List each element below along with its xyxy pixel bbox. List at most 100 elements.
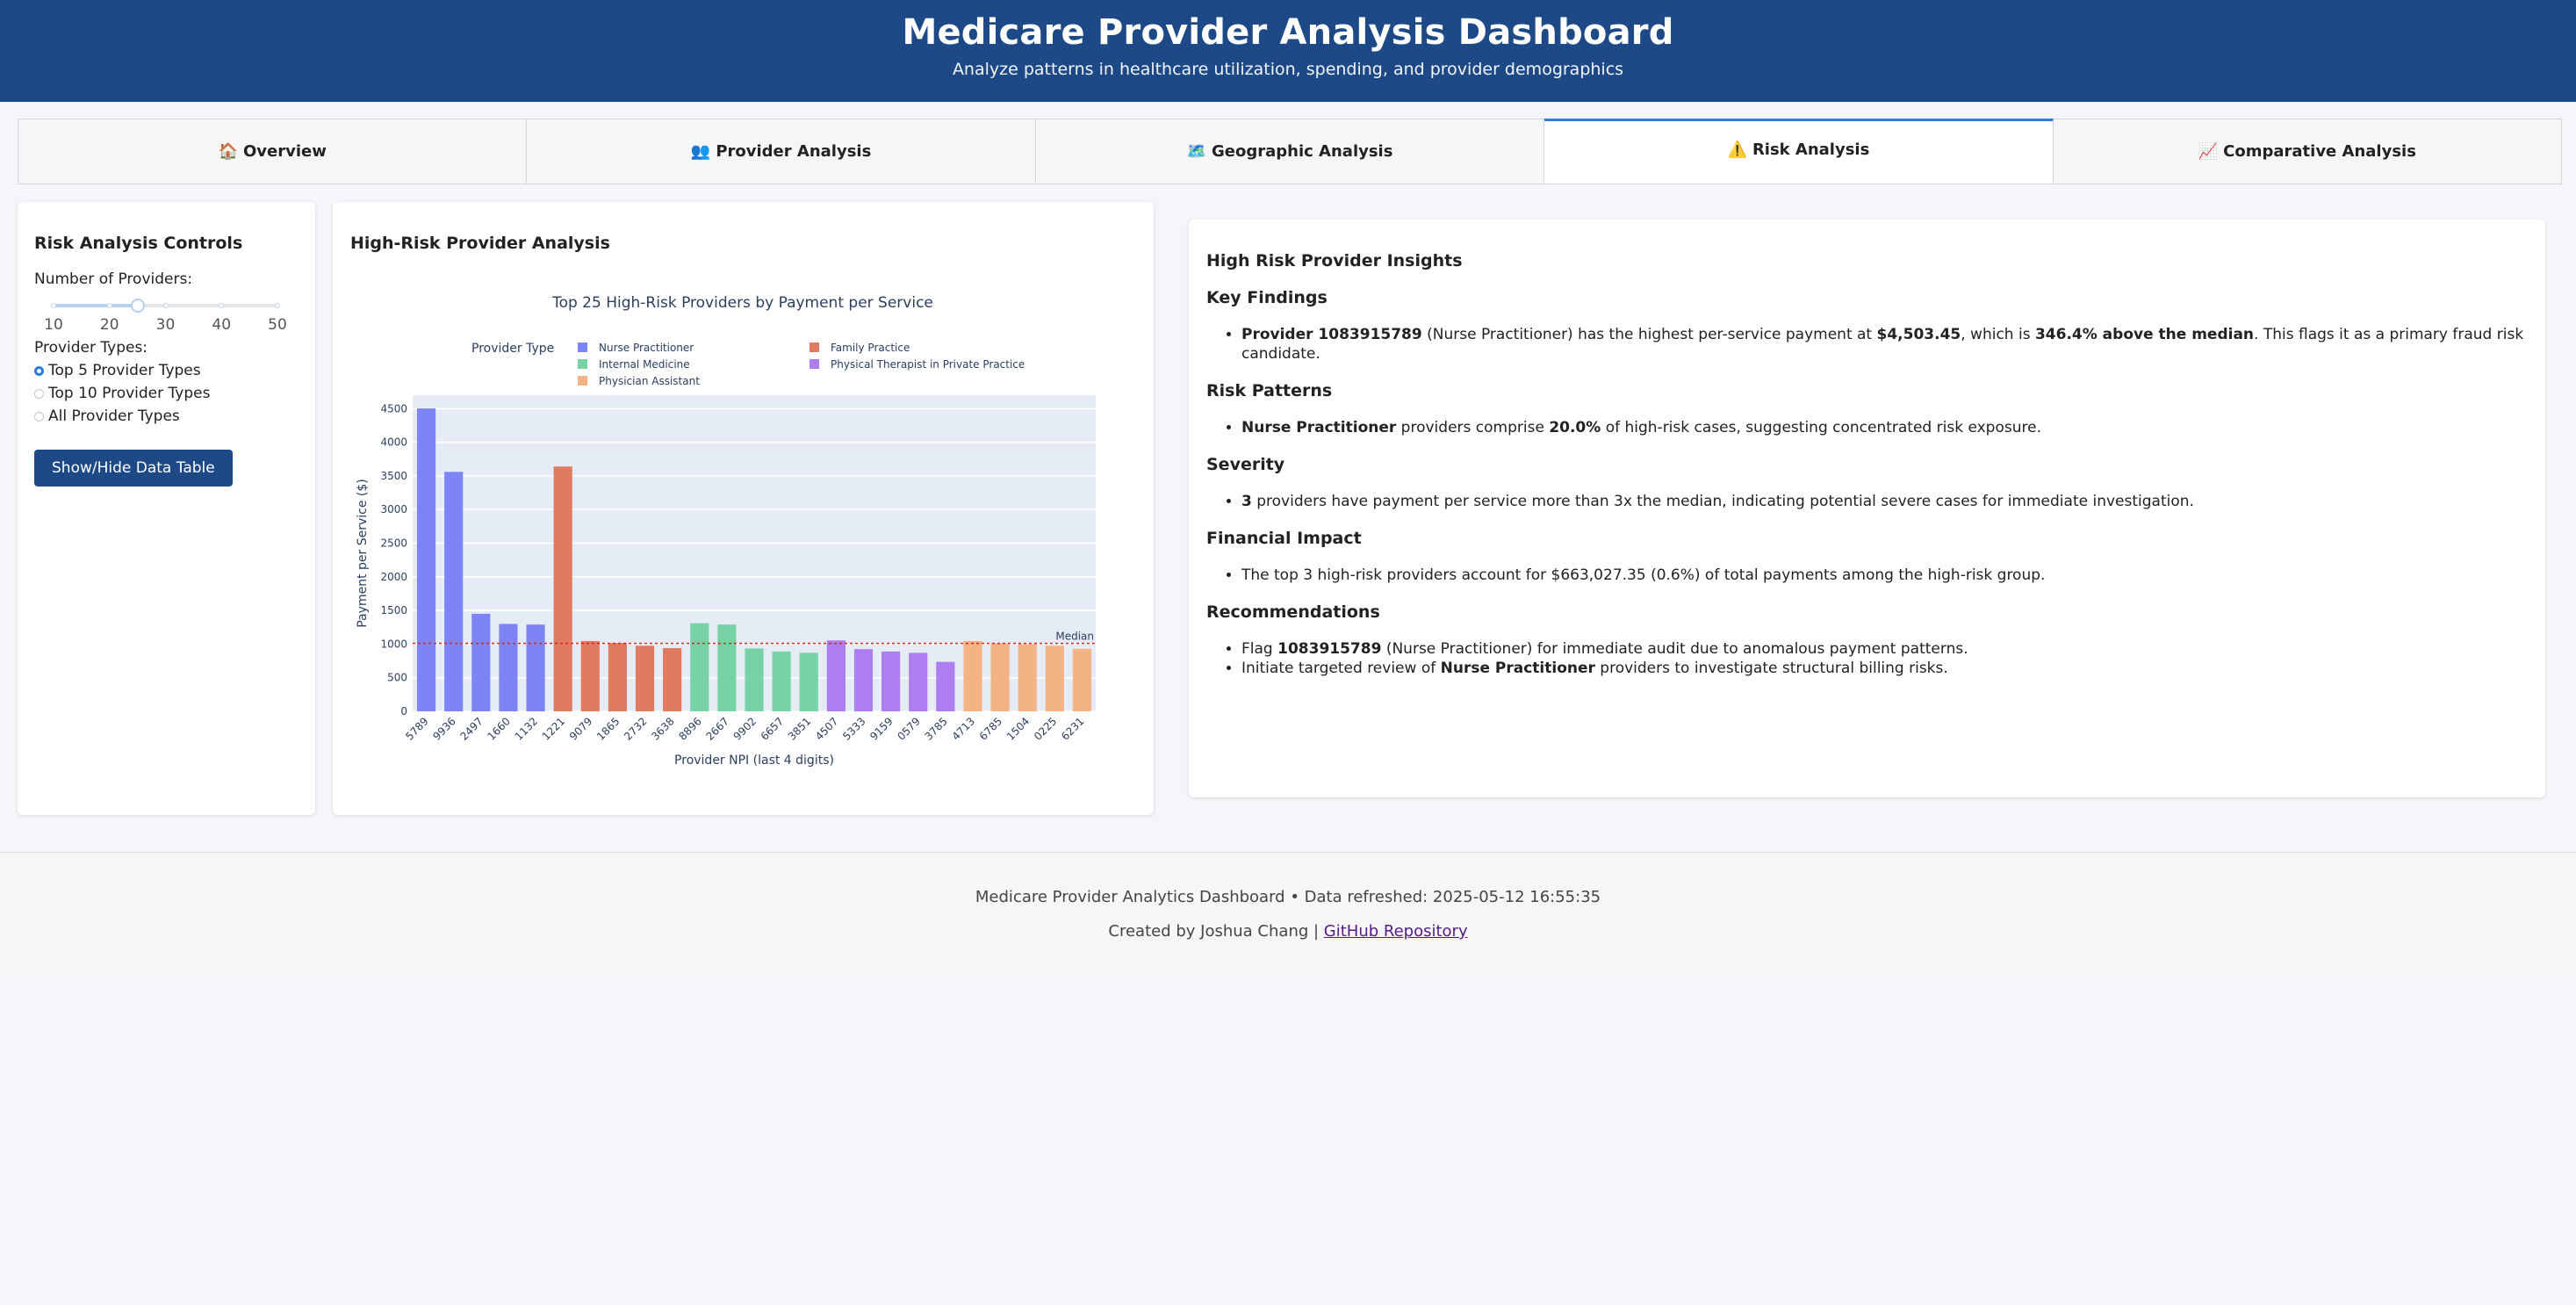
legend-label: Physical Therapist in Private Practice — [831, 358, 1025, 371]
legend-swatch — [809, 359, 819, 369]
x-tick-label: 9936 — [430, 715, 457, 742]
x-tick-label: 1504 — [1004, 715, 1032, 742]
percent: 20.0% — [1549, 419, 1601, 436]
tab-provider-analysis[interactable]: 👥 Provider Analysis — [527, 119, 1036, 184]
list-item: 3 providers have payment per service mor… — [1241, 492, 2528, 511]
provider-id: Provider 1083915789 — [1241, 326, 1422, 343]
legend-swatch — [809, 342, 819, 352]
y-tick-label: 3500 — [380, 470, 407, 482]
x-tick-label: 1132 — [513, 715, 540, 742]
bar — [690, 623, 709, 711]
y-tick-label: 3000 — [380, 503, 407, 516]
radio-button[interactable] — [34, 411, 44, 422]
list-item: Flag 1083915789 (Nurse Practitioner) for… — [1241, 639, 2528, 659]
tab-label: Risk Analysis — [1752, 141, 1870, 159]
x-tick-label: 0225 — [1032, 715, 1059, 742]
bar — [963, 640, 982, 711]
chart-title: Top 25 High-Risk Providers by Payment pe… — [551, 294, 933, 312]
bar — [444, 472, 464, 711]
y-tick-label: 500 — [387, 672, 407, 684]
radio-button[interactable] — [34, 388, 44, 399]
y-tick-label: 0 — [400, 705, 407, 717]
x-axis-label: Provider NPI (last 4 digits) — [674, 753, 834, 768]
radio-label: All Provider Types — [48, 407, 180, 425]
recommendations-heading: Recommendations — [1206, 602, 1380, 622]
radio-top5[interactable]: Top 5 Provider Types — [34, 362, 299, 379]
y-tick-label: 4500 — [380, 402, 407, 415]
y-tick-label: 1000 — [380, 638, 407, 650]
radio-all[interactable]: All Provider Types — [34, 407, 299, 425]
x-tick-label: 9902 — [731, 715, 759, 742]
x-tick-label: 1660 — [486, 715, 513, 742]
text: providers to investigate structural bill… — [1594, 660, 1948, 677]
chart-icon: 📈 — [2198, 142, 2219, 161]
list-item: The top 3 high-risk providers account fo… — [1241, 566, 2528, 585]
dashboard-header: Medicare Provider Analysis Dashboard Ana… — [0, 0, 2576, 102]
provider-type: Nurse Practitioner — [1241, 419, 1397, 436]
x-tick-label: 8896 — [676, 715, 703, 742]
bar — [772, 651, 791, 711]
bar — [853, 649, 874, 711]
text: , which is — [1961, 326, 2035, 343]
tab-geographic-analysis[interactable]: 🗺️ Geographic Analysis — [1036, 119, 1545, 184]
radio-button[interactable] — [34, 365, 44, 376]
bar — [526, 624, 545, 711]
providers-slider[interactable]: 10 20 30 40 50 — [44, 297, 287, 334]
bar — [471, 613, 491, 711]
x-tick-label: 9079 — [567, 715, 594, 742]
y-tick-label: 2000 — [380, 571, 407, 583]
radio-label: Top 10 Provider Types — [48, 385, 211, 402]
x-tick-label: 3851 — [786, 715, 813, 742]
bar — [1018, 644, 1037, 711]
bar — [1072, 648, 1092, 711]
slider-mark-label: 40 — [212, 316, 232, 334]
tab-risk-analysis[interactable]: ⚠️ Risk Analysis — [1544, 119, 2054, 184]
x-tick-label: 6785 — [977, 715, 1004, 742]
legend-label: Internal Medicine — [599, 358, 690, 371]
financial-impact-list: The top 3 high-risk providers account fo… — [1241, 566, 2528, 585]
slider-handle[interactable] — [130, 299, 145, 313]
risk-patterns-heading: Risk Patterns — [1206, 381, 1333, 400]
radio-top10[interactable]: Top 10 Provider Types — [34, 385, 299, 402]
bar — [416, 408, 436, 711]
x-tick-label: 5789 — [403, 715, 430, 742]
x-tick-label: 4507 — [813, 715, 840, 742]
text: (Nurse Practitioner) for immediate audit… — [1381, 640, 1968, 658]
footer-refresh-text: Medicare Provider Analytics Dashboard • … — [975, 888, 1601, 906]
x-tick-label: 1865 — [594, 715, 622, 742]
footer-credit: Created by Joshua Chang | GitHub Reposit… — [0, 922, 2576, 941]
slider-mark-label: 20 — [99, 316, 119, 334]
financial-impact-heading: Financial Impact — [1206, 529, 1362, 548]
bar — [553, 466, 572, 711]
slider-mark-label: 50 — [268, 316, 287, 334]
x-tick-label: 2667 — [704, 715, 731, 742]
text: . This flags it as a primary fraud risk … — [1241, 326, 2524, 363]
provider-id: 1083915789 — [1277, 640, 1382, 658]
x-tick-label: 2732 — [622, 715, 649, 742]
slider-fill — [54, 304, 138, 307]
github-link[interactable]: GitHub Repository — [1323, 922, 1468, 941]
tab-label: Provider Analysis — [716, 142, 872, 161]
legend-label: Nurse Practitioner — [599, 342, 694, 354]
bar — [663, 648, 682, 711]
count: 3 — [1241, 493, 1252, 510]
warning-icon: ⚠️ — [1727, 141, 1747, 159]
x-tick-label: 5333 — [840, 715, 867, 742]
tab-overview[interactable]: 🏠 Overview — [18, 119, 528, 184]
bar — [499, 624, 518, 711]
bar — [909, 652, 928, 711]
list-item: Initiate targeted review of Nurse Practi… — [1241, 659, 2528, 678]
bar — [580, 640, 600, 711]
median-label: Median — [1055, 631, 1094, 643]
key-findings-list: Provider 1083915789 (Nurse Practitioner)… — [1241, 325, 2528, 364]
slider-mark-label: 10 — [44, 316, 63, 334]
toggle-table-button[interactable]: Show/Hide Data Table — [34, 450, 233, 487]
insights-panel: High Risk Provider Insights Key Findings… — [1189, 220, 2545, 797]
x-tick-label: 3638 — [649, 715, 676, 742]
severity-heading: Severity — [1206, 455, 1285, 474]
x-tick-label: 2497 — [457, 715, 485, 742]
x-tick-label: 6657 — [759, 715, 786, 742]
providers-label: Number of Providers: — [34, 270, 193, 288]
tab-comparative-analysis[interactable]: 📈 Comparative Analysis — [2054, 119, 2561, 184]
tab-label: Geographic Analysis — [1211, 142, 1393, 161]
